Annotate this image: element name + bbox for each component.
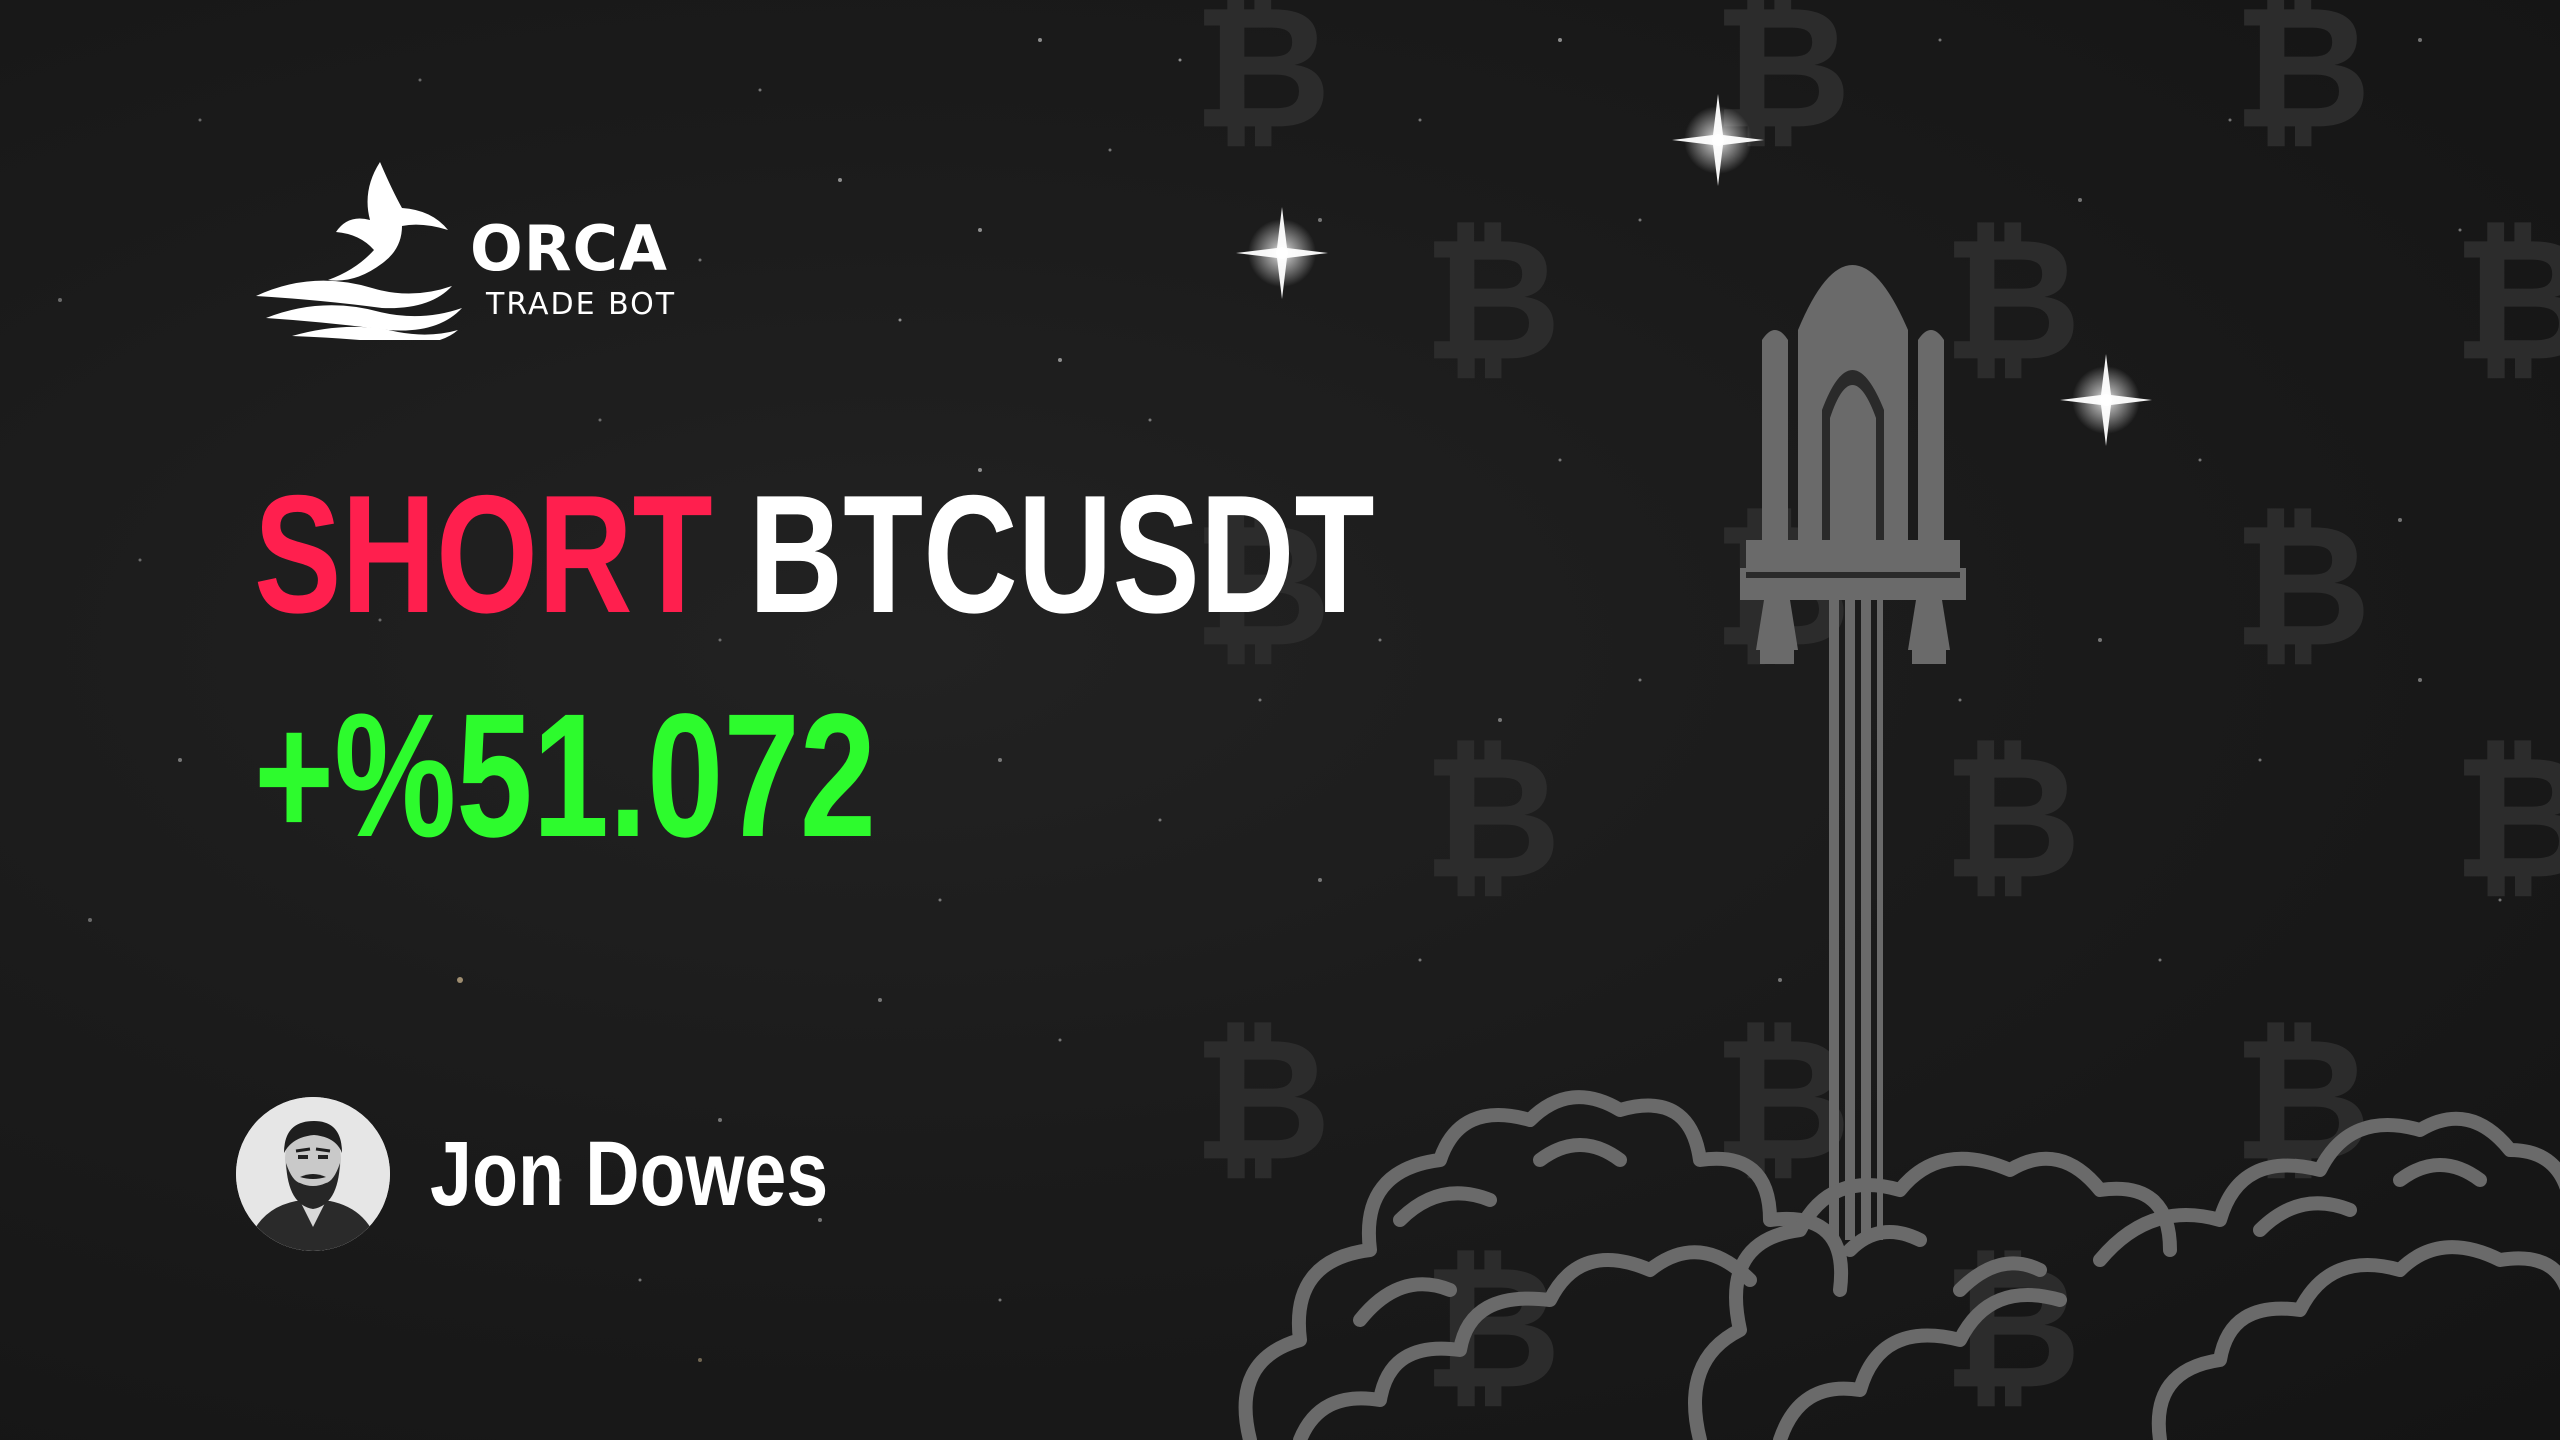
brand-name: ORCA [470,212,668,285]
signal-pair: BTCUSDT [748,460,1375,648]
signal-headline: SHORT BTCUSDT [254,470,1375,638]
bitcoin-symbol-icon [1422,201,1562,400]
bitcoin-symbol-icon [1192,0,1332,168]
bearded-man-avatar-icon [236,1097,390,1251]
bitcoin-symbol-icon [2452,201,2560,400]
signal-pnl: +%51.072 [254,678,877,874]
orca-whale-tail-icon [256,162,462,340]
launch-smoke-cloud-icon [1238,1090,2560,1440]
sparkle-star-icon [1236,207,1328,299]
bitcoin-symbol-icon [1422,1229,1562,1428]
signal-side: SHORT [254,460,713,648]
bitcoin-symbol-icon [1192,1001,1332,1200]
bitcoin-symbol-icon [2232,487,2372,686]
trader-name: Jon Dowes [430,1122,829,1225]
brand-subtitle: TRADE BOT [486,287,677,322]
bitcoin-symbol-icon [2452,719,2560,918]
starfield [58,38,2502,1362]
space-shuttle-icon [1740,265,1966,1240]
trader-info: Jon Dowes [236,1096,916,1252]
avatar [236,1097,390,1251]
brand-logo: ORCA TRADE BOT [252,150,692,340]
bitcoin-symbol-icon [1422,719,1562,918]
bitcoin-symbol-icon [2232,0,2372,168]
bitcoin-symbol-icon [1942,719,2082,918]
bitcoin-symbol-icon [1942,201,2082,400]
